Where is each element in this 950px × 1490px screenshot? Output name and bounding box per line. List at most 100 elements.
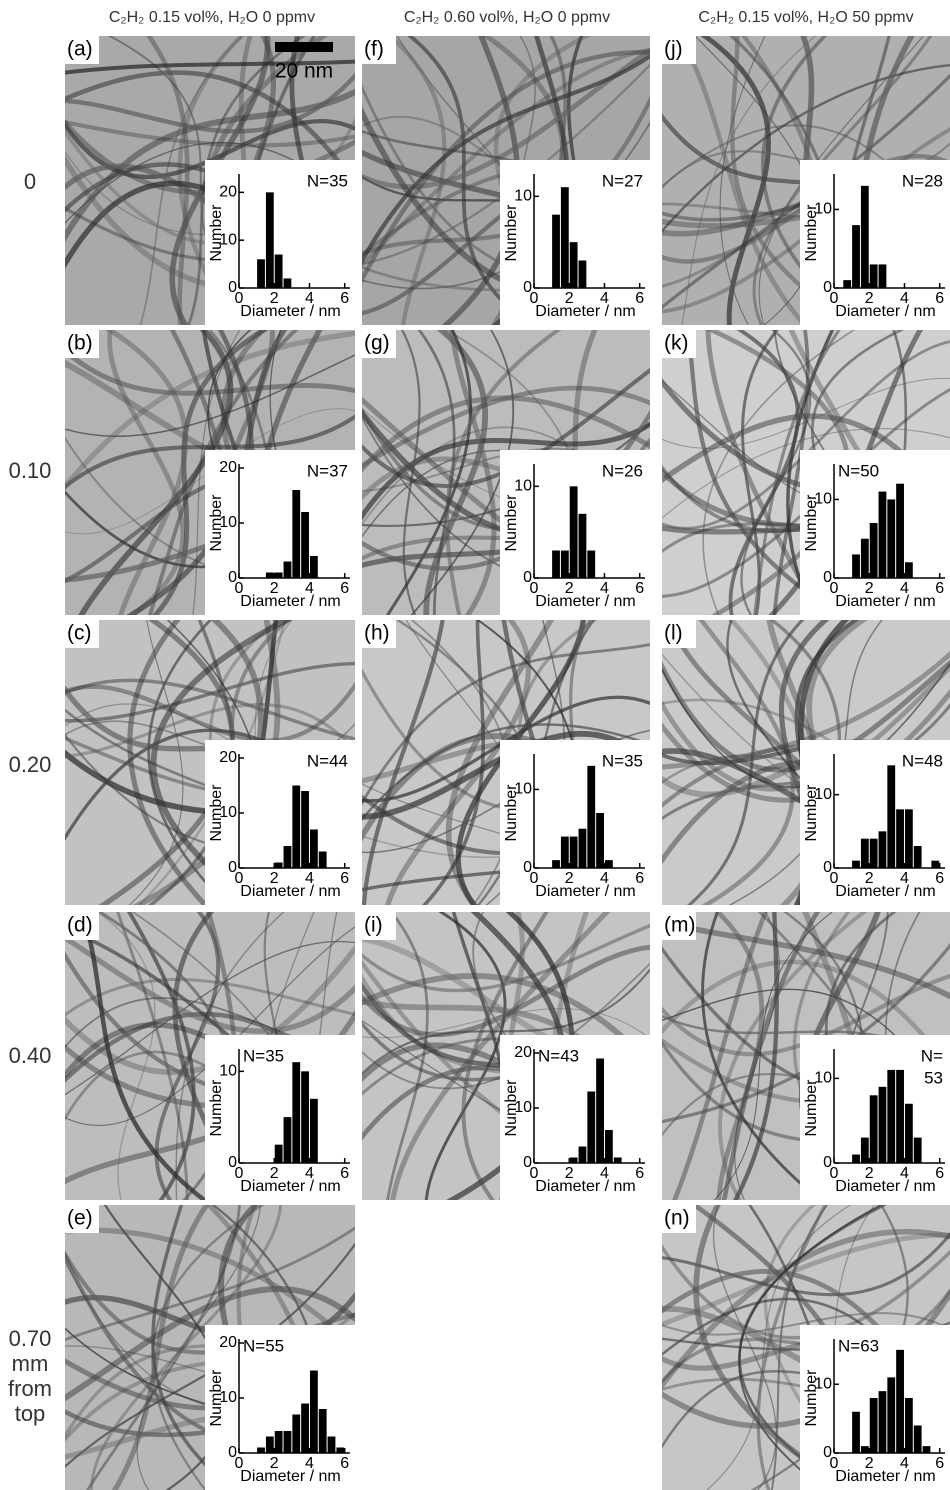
panel-label-bg <box>65 1205 99 1233</box>
bar <box>852 1154 860 1163</box>
inset-bg <box>205 1035 355 1200</box>
column-header: C₂H₂ 0.15 vol%, H₂O 50 ppmv <box>698 9 913 26</box>
sample-count: N=28 <box>902 171 943 190</box>
bar <box>860 1446 869 1453</box>
y-tick-label: 0 <box>228 859 237 876</box>
nanotube <box>756 1205 827 1490</box>
nanotube <box>772 330 810 615</box>
nanotube <box>116 912 189 1200</box>
nanotube <box>65 681 355 743</box>
nanotube <box>362 620 445 905</box>
bar <box>283 1117 292 1163</box>
bar <box>301 791 309 868</box>
bar <box>587 550 596 578</box>
x-tick-label: 4 <box>600 580 609 597</box>
bar <box>569 836 578 868</box>
x-tick-label: 6 <box>340 1455 349 1472</box>
bar <box>878 1391 887 1453</box>
bar <box>301 1071 309 1163</box>
sample-count: N=55 <box>243 1336 284 1355</box>
nanotube <box>362 47 650 268</box>
nanotube <box>145 36 190 325</box>
nanotube <box>192 330 241 615</box>
y-tick-label: 0 <box>523 1154 532 1171</box>
x-tick-label: 2 <box>865 870 874 887</box>
bar <box>274 1144 283 1163</box>
x-tick-label: 4 <box>305 290 314 307</box>
bar <box>878 264 887 288</box>
nanotube <box>424 912 507 1200</box>
bar <box>265 192 274 288</box>
nanotube <box>662 428 950 520</box>
nanotube <box>127 620 209 905</box>
y-tick-label: 0 <box>823 1154 832 1171</box>
y-tick-label: 0 <box>228 1154 237 1171</box>
nanotube <box>362 47 650 190</box>
y-axis-label: Number <box>208 204 225 262</box>
bar <box>896 1349 904 1453</box>
x-tick-label: 0 <box>235 580 244 597</box>
x-tick-label: 0 <box>830 1165 839 1182</box>
nanotube <box>728 330 800 615</box>
bar <box>265 572 274 578</box>
bar <box>887 1069 896 1163</box>
bar <box>257 259 265 288</box>
x-axis-label: Diameter / nm <box>835 883 935 900</box>
bar <box>292 490 301 578</box>
y-tick-label: 10 <box>514 188 532 205</box>
nanotube <box>362 395 650 473</box>
x-tick-label: 4 <box>600 290 609 307</box>
bar <box>869 1095 878 1163</box>
nanotube <box>136 1205 262 1490</box>
bar <box>613 1157 622 1163</box>
row-label-unit: top <box>15 1401 46 1426</box>
x-tick-label: 2 <box>565 580 574 597</box>
x-axis-label: Diameter / nm <box>535 1178 635 1195</box>
nanotube <box>681 36 817 325</box>
x-tick-label: 2 <box>865 1165 874 1182</box>
panel-label-bg <box>662 36 696 64</box>
bar <box>852 1411 860 1453</box>
bar <box>560 187 569 288</box>
x-tick-label: 6 <box>935 870 944 887</box>
bar <box>904 809 913 868</box>
y-tick-label: 0 <box>823 859 832 876</box>
bar <box>292 785 301 868</box>
nanotube <box>738 1205 884 1490</box>
nanotube <box>187 36 307 325</box>
bar <box>904 1398 913 1453</box>
panel-label-bg <box>662 620 696 648</box>
bar <box>560 836 569 868</box>
nanotube <box>65 59 355 75</box>
bar <box>292 1062 301 1163</box>
x-tick-label: 2 <box>865 290 874 307</box>
bar <box>843 280 852 288</box>
x-tick-label: 6 <box>340 580 349 597</box>
nanotube <box>686 620 805 905</box>
sample-count: N=50 <box>838 461 879 480</box>
y-tick-label: 10 <box>814 491 832 508</box>
inset-bg <box>205 1325 355 1490</box>
row-label-unit: from <box>8 1376 52 1401</box>
row-label: 0 <box>24 169 36 194</box>
x-tick-label: 0 <box>530 290 539 307</box>
y-tick-label: 20 <box>219 749 237 766</box>
x-axis-label: Diameter / nm <box>535 593 635 610</box>
nanotube <box>672 912 768 1200</box>
nanotube <box>362 643 650 807</box>
row-label: 0.70 <box>9 1326 52 1351</box>
nanotube <box>65 72 355 134</box>
x-tick-label: 6 <box>935 1455 944 1472</box>
x-tick-label: 2 <box>565 870 574 887</box>
inset-bg <box>205 160 355 325</box>
nanotube <box>362 53 650 266</box>
x-tick-label: 2 <box>270 1165 279 1182</box>
row-label: 0.20 <box>9 752 52 777</box>
bar <box>309 829 318 868</box>
y-tick-label: 10 <box>814 201 832 218</box>
bar <box>309 1098 318 1163</box>
